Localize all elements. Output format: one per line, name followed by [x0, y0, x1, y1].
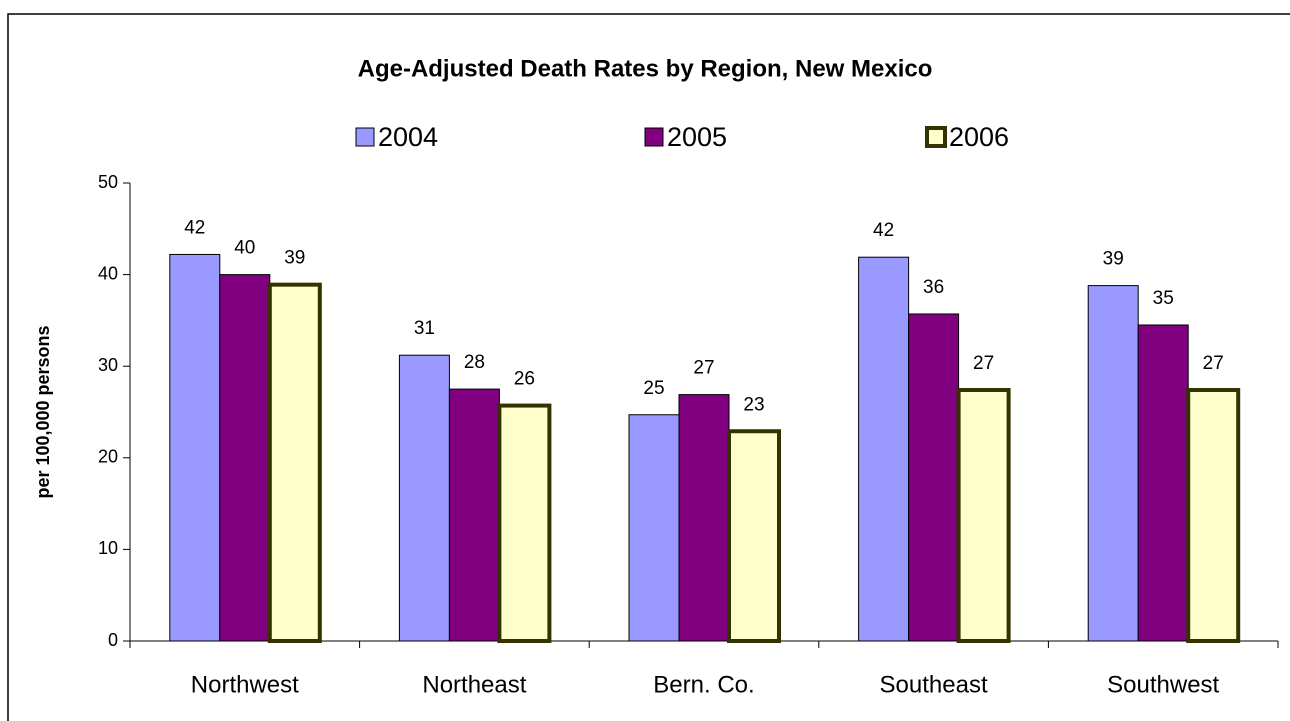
- y-axis-label: per 100,000 persons: [33, 325, 53, 498]
- bar: [1186, 388, 1241, 643]
- value-label: 31: [414, 318, 435, 339]
- y-tick-label: 10: [98, 538, 118, 558]
- value-label: 42: [184, 217, 205, 238]
- bar: [628, 414, 680, 642]
- y-tick-label: 30: [98, 355, 118, 375]
- x-tick-label: Northeast: [422, 671, 526, 698]
- y-tick-label: 40: [98, 263, 118, 283]
- y-tick-label: 0: [108, 630, 118, 650]
- value-label: 27: [693, 358, 714, 379]
- legend-swatch: [644, 127, 664, 147]
- legend-swatch: [355, 127, 375, 147]
- value-label: 36: [923, 277, 944, 298]
- y-tick-label: 50: [98, 172, 118, 192]
- x-tick-label: Northwest: [191, 671, 299, 698]
- value-label: 40: [234, 238, 255, 259]
- value-label: 25: [643, 378, 664, 399]
- value-label: 27: [973, 353, 994, 374]
- bar: [267, 282, 322, 643]
- value-label: 42: [873, 220, 894, 241]
- bar: [1137, 324, 1189, 642]
- x-tick-label: Southwest: [1107, 671, 1219, 698]
- bar: [497, 403, 552, 644]
- value-label: 26: [514, 369, 535, 390]
- value-label: 39: [284, 248, 305, 269]
- x-tick-label: Southeast: [880, 671, 988, 698]
- bar: [448, 388, 500, 642]
- bar: [219, 274, 271, 642]
- bar: [398, 354, 450, 642]
- bar: [678, 394, 730, 642]
- value-label: 35: [1153, 288, 1174, 309]
- bar: [1087, 285, 1139, 642]
- value-label: 23: [743, 394, 764, 415]
- value-label: 27: [1203, 353, 1224, 374]
- legend-label: 2005: [667, 122, 727, 152]
- bar: [727, 429, 781, 643]
- y-tick-label: 20: [98, 447, 118, 467]
- legend-label: 2006: [949, 122, 1009, 152]
- value-label: 39: [1103, 249, 1124, 270]
- value-label: 28: [464, 352, 485, 373]
- x-tick-label: Bern. Co.: [653, 671, 754, 698]
- legend-swatch: [925, 126, 947, 148]
- bar: [858, 256, 910, 642]
- chart-title: Age-Adjusted Death Rates by Region, New …: [358, 55, 933, 82]
- bar: [908, 313, 960, 642]
- bar: [169, 253, 221, 642]
- legend-label: 2004: [378, 122, 438, 152]
- bar: [956, 388, 1011, 643]
